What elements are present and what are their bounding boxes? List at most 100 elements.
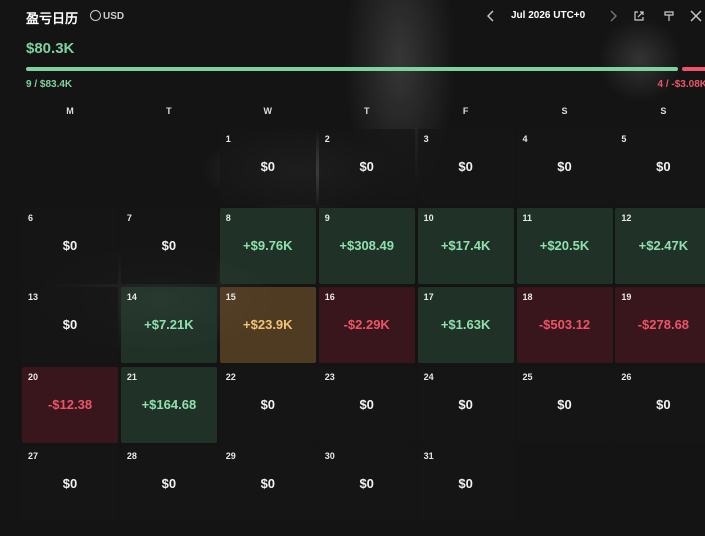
next-month[interactable] <box>606 9 620 23</box>
day-number: 1 <box>225 134 231 144</box>
day-cell[interactable]: 5 $0 <box>615 129 705 205</box>
day-pnl: $0 <box>161 238 177 254</box>
day-cell[interactable]: 31 $0 <box>417 445 514 522</box>
day-number: 25 <box>522 371 533 382</box>
day-number: 13 <box>28 292 39 303</box>
day-cell[interactable]: 26 $0 <box>615 366 705 443</box>
loss-summary: 4 / -$3.08K <box>657 79 705 90</box>
day-number: 10 <box>423 213 434 224</box>
day-cell[interactable]: 4 $0 <box>516 129 613 205</box>
day-number: 30 <box>324 450 335 461</box>
title: 盈亏日历 <box>26 11 79 26</box>
day-number: 31 <box>423 450 434 461</box>
win-bar <box>26 67 678 71</box>
day-number: 26 <box>621 371 632 382</box>
weekday-label: W <box>263 106 273 116</box>
day-pnl: +$9.76K <box>243 238 293 254</box>
day-cell[interactable]: 28 $0 <box>120 445 217 522</box>
day-pnl: $0 <box>260 396 276 412</box>
day-number: 6 <box>28 213 34 224</box>
day-pnl: $0 <box>458 159 473 174</box>
day-pnl: -$2.29K <box>343 317 390 333</box>
currency: USD <box>103 11 125 22</box>
day-cell[interactable]: 17 +$1.63K <box>417 287 514 364</box>
win-summary: 9 / $83.4K <box>26 79 73 90</box>
total-pnl: $80.3K <box>26 40 75 57</box>
prev-month[interactable] <box>484 9 498 23</box>
day-cell[interactable]: 8 +$9.76K <box>219 208 316 285</box>
pin[interactable] <box>662 9 676 23</box>
day-pnl: +$23.9K <box>243 317 293 333</box>
weekday-label: M <box>66 106 74 116</box>
day-cell[interactable]: 7 $0 <box>120 208 217 285</box>
weekday-label: S <box>561 106 568 116</box>
day-number: 7 <box>126 213 132 224</box>
weekday-label: F <box>462 106 469 116</box>
loss-bar <box>682 67 705 71</box>
day-cell[interactable]: 18 -$503.12 <box>516 287 613 364</box>
day-pnl: $0 <box>458 475 473 491</box>
day-cell[interactable]: 10 +$17.4K <box>417 208 514 285</box>
day-number: 8 <box>225 213 231 224</box>
day-cell[interactable]: 11 +$20.5K <box>516 208 613 285</box>
day-number: 27 <box>28 450 39 461</box>
day-pnl: +$1.63K <box>440 317 491 333</box>
day-number: 24 <box>423 371 434 382</box>
day-cell[interactable]: 27 $0 <box>22 445 118 522</box>
day-pnl: +$164.68 <box>141 396 197 412</box>
day-cell[interactable]: 19 -$278.68 <box>615 287 705 364</box>
day-pnl: $0 <box>161 475 177 491</box>
day-number: 15 <box>225 292 236 303</box>
day-pnl: $0 <box>557 396 572 412</box>
day-cell[interactable]: 14 +$7.21K <box>120 287 217 364</box>
day-cell[interactable]: 20 -$12.38 <box>22 366 118 443</box>
day-cell[interactable]: 24 $0 <box>417 366 514 443</box>
day-pnl: +$2.47K <box>638 238 689 254</box>
day-cell[interactable]: 22 $0 <box>219 366 316 443</box>
day-pnl: -$12.38 <box>47 396 93 412</box>
day-pnl: -$278.68 <box>637 317 690 333</box>
day-cell[interactable]: 12 +$2.47K <box>615 208 705 285</box>
day-number: 11 <box>522 213 533 224</box>
day-number: 21 <box>126 371 137 382</box>
day-number: 19 <box>621 292 632 303</box>
day-pnl: $0 <box>260 475 276 491</box>
day-number: 3 <box>423 134 429 144</box>
day-cell[interactable]: 9 +$308.49 <box>318 208 415 285</box>
weekday-label: T <box>363 106 370 116</box>
day-number: 28 <box>126 450 137 461</box>
day-number: 12 <box>621 213 632 224</box>
day-pnl: $0 <box>656 159 671 174</box>
currency-selector[interactable]: USD <box>90 10 124 22</box>
day-cell[interactable]: 15 +$23.9K <box>219 287 316 364</box>
day-cell[interactable]: 2 $0 <box>318 129 415 205</box>
day-number: 17 <box>423 292 434 303</box>
weekday-label: S <box>660 106 667 116</box>
currency-icon <box>90 10 101 21</box>
day-pnl: $0 <box>359 396 374 412</box>
close[interactable] <box>689 9 703 23</box>
day-pnl: $0 <box>359 475 374 491</box>
day-number: 14 <box>126 292 137 303</box>
day-cell[interactable]: 25 $0 <box>516 366 613 443</box>
day-pnl: $0 <box>260 159 276 174</box>
weekday-label: T <box>166 106 172 116</box>
month-label: Jul 2026 UTC+0 <box>511 10 586 21</box>
day-number: 5 <box>621 134 627 144</box>
day-cell[interactable]: 21 +$164.68 <box>120 366 217 443</box>
day-number: 16 <box>324 292 335 303</box>
open-external[interactable] <box>632 9 646 23</box>
day-cell[interactable]: 16 -$2.29K <box>318 287 415 364</box>
day-pnl: +$7.21K <box>144 317 194 333</box>
day-pnl: +$17.4K <box>440 238 491 254</box>
day-number: 4 <box>522 134 528 144</box>
day-cell[interactable]: 6 $0 <box>22 208 118 285</box>
day-pnl: $0 <box>62 238 78 254</box>
day-cell[interactable]: 13 $0 <box>22 287 118 364</box>
day-cell[interactable]: 1 $0 <box>219 129 316 205</box>
day-cell[interactable]: 30 $0 <box>318 445 415 522</box>
day-cell[interactable]: 29 $0 <box>219 445 316 522</box>
day-cell[interactable]: 3 $0 <box>417 129 514 205</box>
day-cell[interactable]: 23 $0 <box>318 366 415 443</box>
